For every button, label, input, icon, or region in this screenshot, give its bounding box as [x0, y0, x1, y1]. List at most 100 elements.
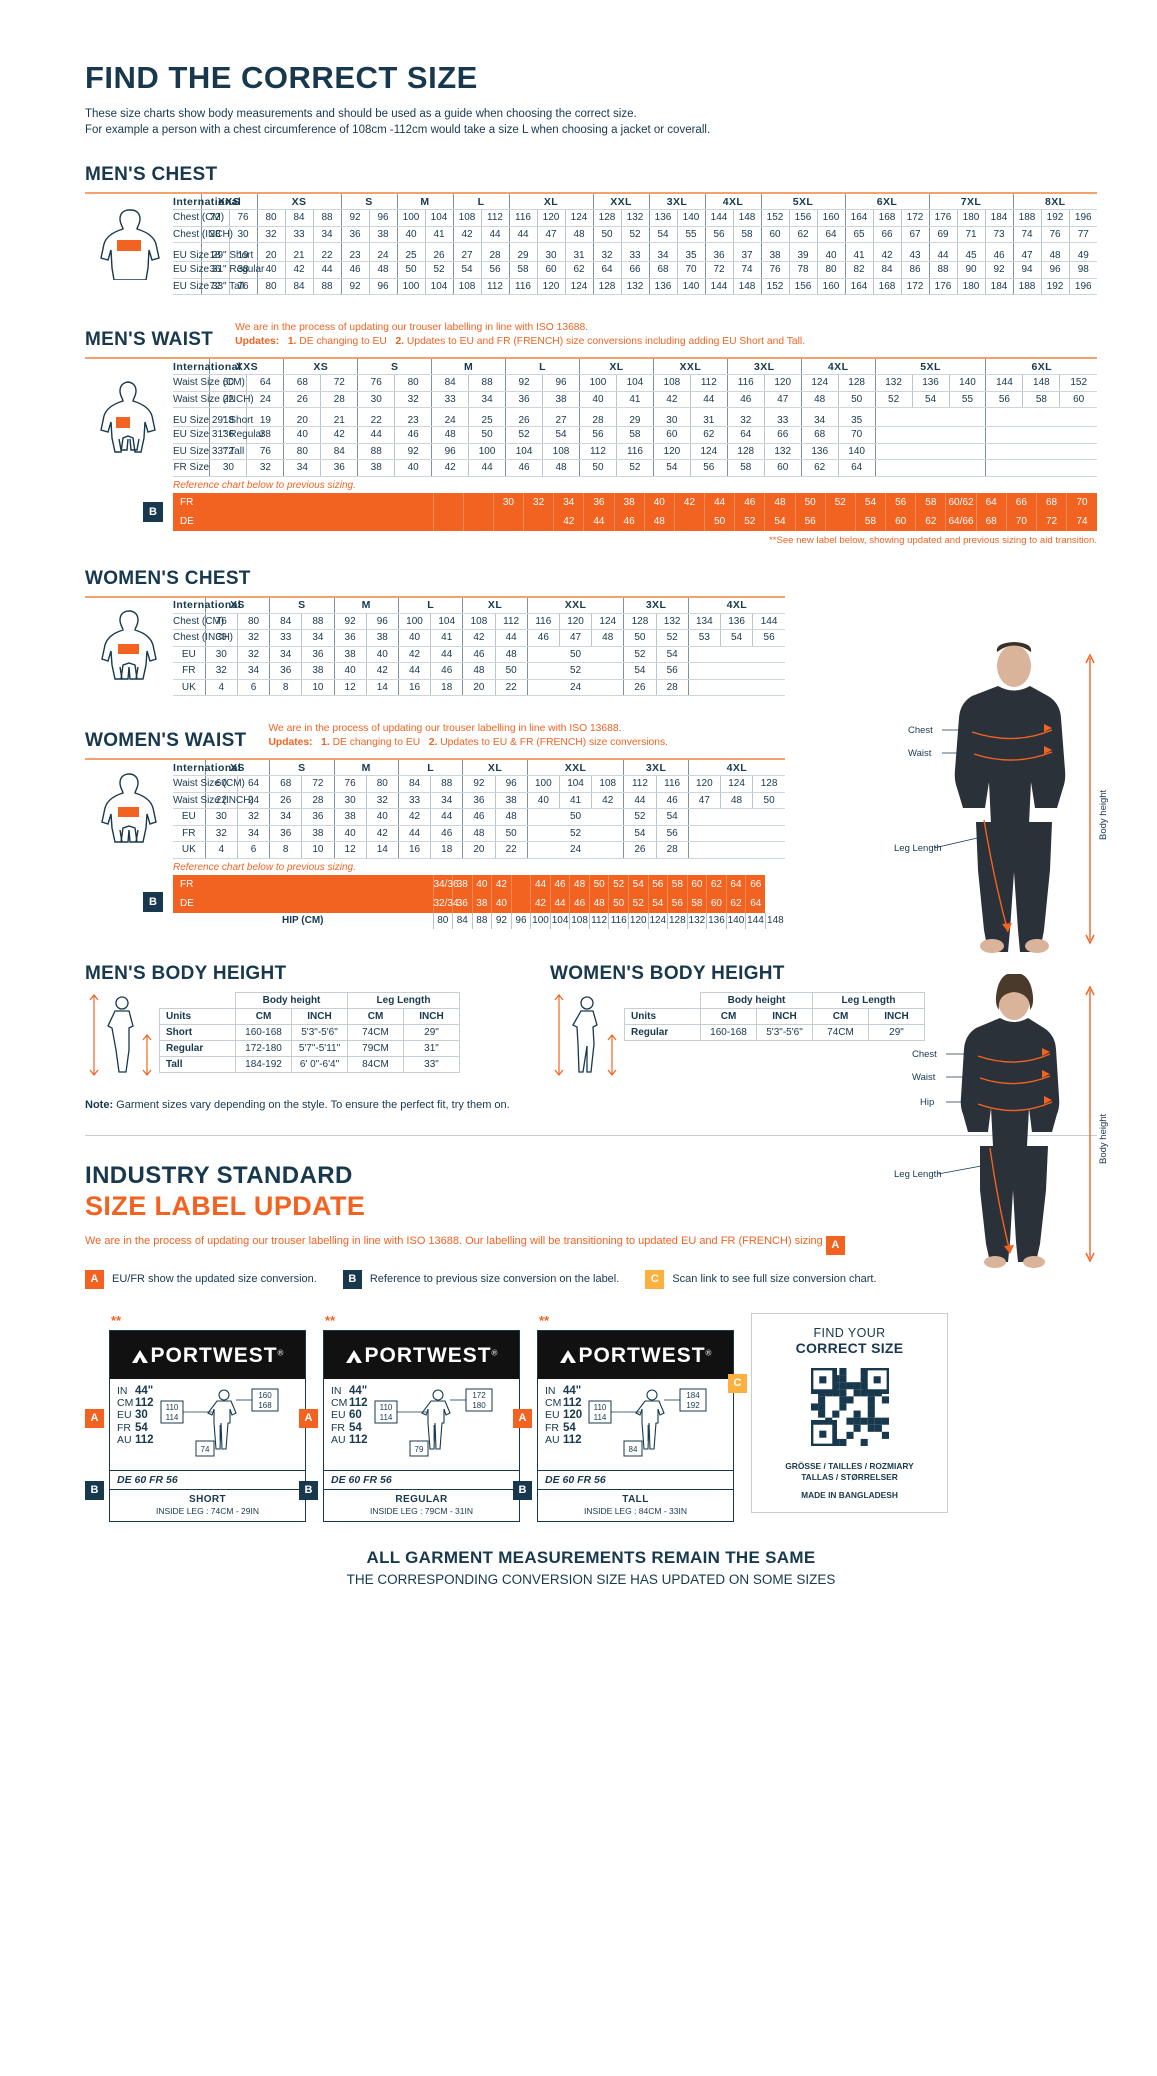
size-cell: 27	[542, 407, 580, 427]
size-cell: 18	[430, 679, 463, 696]
legend-badge-a: A	[85, 1269, 104, 1289]
size-cell: 196	[1068, 209, 1097, 227]
size-cell: 40	[397, 629, 431, 647]
row-label: Waist Size (CM)	[173, 374, 245, 392]
hip-cell: 100	[530, 912, 551, 929]
previous-size-cell: 64	[745, 893, 766, 913]
size-cell: 69	[928, 226, 957, 243]
row-label: UK	[173, 841, 206, 859]
mens-waist-previous-table: FR 30 32 34 36 38 40 42 44 46 48 50 52 54 56 58 60/62 64 6…	[173, 492, 1097, 531]
previous-size-cell: 34/36	[432, 874, 459, 894]
size-cell: 41	[615, 391, 654, 408]
size-cell: 34	[269, 808, 302, 826]
size-cell: 42	[397, 646, 431, 663]
bh-row-label: Regular	[624, 1024, 701, 1041]
body-height-section: MEN'S BODY HEIGHT Body	[85, 963, 1097, 1083]
previous-size-cell: 38	[613, 492, 645, 512]
size-cell: 32	[204, 825, 238, 842]
size-cell: 52	[526, 662, 624, 680]
size-cell: 52	[623, 808, 657, 826]
size-cell: 100	[578, 374, 617, 392]
size-cell: 34	[312, 226, 341, 243]
mw-update-2-num: 2.	[395, 336, 405, 347]
legend-item: A EU/FR show the updated size conversion…	[85, 1269, 317, 1289]
size-cell: 28	[655, 841, 689, 859]
size-cell: 46	[462, 646, 496, 663]
size-cell: 172	[900, 209, 929, 227]
table-row: Waist Size (INCH) 22 24 26 28 30 32 33 34 36 38 40 4…	[85, 391, 1097, 408]
bh-group-header-row: Body height Leg Length	[160, 992, 460, 1009]
label-examples-row: ** PORTWEST® IN 44" CM 112 EU 30 FR 54 AU 112 110	[85, 1312, 1097, 1522]
label-fig-right-2: 192	[687, 1401, 701, 1410]
label-fig-left-1: 110	[379, 1403, 392, 1412]
size-cell: 46	[526, 629, 560, 647]
size-group-header: 7XL	[928, 193, 1013, 210]
hip-cell: 92	[491, 912, 512, 929]
size-cell: 156	[788, 278, 817, 295]
previous-size-cell: 68	[1035, 492, 1067, 512]
size-cell: 70	[676, 261, 705, 279]
size-cell: 48	[494, 646, 528, 663]
size-cell: 50	[752, 792, 785, 809]
hip-cell: 128	[667, 912, 688, 929]
size-cell: 44	[494, 629, 528, 647]
label-size-row: FR 54	[117, 1422, 154, 1434]
female-figure-icon	[101, 610, 157, 680]
ww-note-line2: Updates: 1. DE changing to EU 2. Updates…	[268, 736, 668, 750]
arrow-heads	[1002, 724, 1052, 932]
fit-note-label: Note:	[85, 1099, 114, 1111]
qr-code-icon[interactable]	[808, 1365, 891, 1448]
ww-update-2-text: Updates to EU & FR (FRENCH) size convers…	[440, 737, 668, 748]
size-cell: 188	[1012, 278, 1041, 295]
size-cell: 96	[368, 278, 397, 295]
badge-b-label-0: B	[85, 1480, 104, 1500]
size-cell: 76	[204, 613, 238, 630]
table-row: EU 30 32 34 36 38 40 42 44 46 48 50 52 54	[85, 808, 785, 826]
ww-updates-label: Updates:	[268, 737, 313, 748]
legend-item: B Reference to previous size conversion …	[342, 1269, 619, 1289]
size-group-header: L	[452, 193, 509, 210]
size-cell: 164	[844, 209, 873, 227]
size-cell: 42	[431, 459, 469, 477]
size-cell: 28	[301, 792, 335, 809]
size-cell: 104	[558, 775, 592, 793]
bh-cell: 6' 0"-6'4"	[291, 1056, 348, 1073]
size-cell: 54	[452, 261, 481, 279]
size-cell: 180	[956, 209, 985, 227]
row-label: International	[173, 193, 241, 210]
size-cell: 32	[246, 459, 284, 477]
table-row: EU Size 31" Regular 36 38 40 42 44 46 48 50 52 54 5…	[85, 426, 1097, 444]
size-group-header: XXL	[652, 358, 728, 375]
label-previous-size: DE 60 FR 56	[324, 1469, 519, 1489]
label-size-value: 112	[349, 1434, 368, 1447]
size-group-header: 3XL	[648, 193, 705, 210]
hip-cell: 80	[432, 912, 453, 929]
size-cell: 16	[397, 841, 431, 859]
size-cell: 24	[526, 679, 624, 696]
label-body: IN 44" CM 112 EU 60 FR 54 AU 112 110 114 172 180 …	[324, 1379, 519, 1470]
size-group-header: XXS	[200, 193, 257, 210]
size-cell: 6	[236, 841, 270, 859]
size-group-header: S	[357, 358, 432, 375]
size-cell: 56	[655, 825, 689, 842]
size-cell: 48	[462, 662, 496, 680]
size-cell: 28	[655, 679, 689, 696]
size-cell: 160	[816, 278, 845, 295]
legend-item: C Scan link to see full size conversion …	[645, 1269, 877, 1289]
bh-cell: 33"	[403, 1056, 460, 1073]
bh-unit: INCH	[756, 1008, 813, 1025]
size-cell: 78	[788, 261, 817, 279]
previous-size-cell: 44	[583, 511, 615, 531]
size-cell: 30	[333, 792, 367, 809]
iso-statement-text: We are in the process of updating our tr…	[85, 1235, 823, 1247]
closing-line-2: THE CORRESPONDING CONVERSION SIZE HAS UP…	[346, 1571, 836, 1587]
size-cell: 34	[301, 629, 335, 647]
ww-update-1-text: DE changing to EU	[332, 737, 421, 748]
size-cell: 34	[269, 646, 302, 663]
size-cell: 60	[652, 426, 691, 444]
size-cell: 64	[816, 226, 845, 243]
previous-row-label: FR	[173, 492, 433, 512]
size-cell: 72	[704, 261, 733, 279]
size-cell: 22	[494, 679, 528, 696]
womens-chest-table: International XS S M L XL XXL 3XL 4XL Chest (CM) 7…	[85, 596, 785, 697]
